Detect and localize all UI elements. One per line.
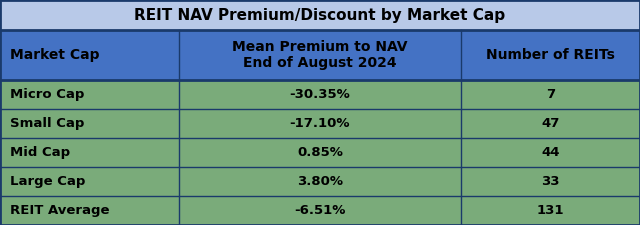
Bar — [0, 196, 640, 225]
Text: -6.51%: -6.51% — [294, 204, 346, 217]
Text: Micro Cap: Micro Cap — [10, 88, 84, 101]
Text: 131: 131 — [537, 204, 564, 217]
Text: Mid Cap: Mid Cap — [10, 146, 70, 159]
Text: 3.80%: 3.80% — [297, 175, 343, 188]
Text: 7: 7 — [546, 88, 555, 101]
Text: Mean Premium to NAV
End of August 2024: Mean Premium to NAV End of August 2024 — [232, 40, 408, 70]
Text: REIT Average: REIT Average — [10, 204, 109, 217]
Text: 33: 33 — [541, 175, 559, 188]
Text: -30.35%: -30.35% — [290, 88, 350, 101]
Bar — [0, 109, 640, 138]
Text: Large Cap: Large Cap — [10, 175, 85, 188]
Bar — [0, 167, 640, 196]
Bar — [0, 138, 640, 167]
Bar — [0, 0, 640, 30]
Text: 47: 47 — [541, 117, 559, 130]
Text: Market Cap: Market Cap — [10, 48, 99, 62]
Text: REIT NAV Premium/Discount by Market Cap: REIT NAV Premium/Discount by Market Cap — [134, 8, 506, 23]
Bar — [0, 30, 640, 80]
Text: Number of REITs: Number of REITs — [486, 48, 615, 62]
Text: Small Cap: Small Cap — [10, 117, 84, 130]
Text: 0.85%: 0.85% — [297, 146, 343, 159]
Text: -17.10%: -17.10% — [290, 117, 350, 130]
Bar — [0, 80, 640, 109]
Text: 44: 44 — [541, 146, 559, 159]
